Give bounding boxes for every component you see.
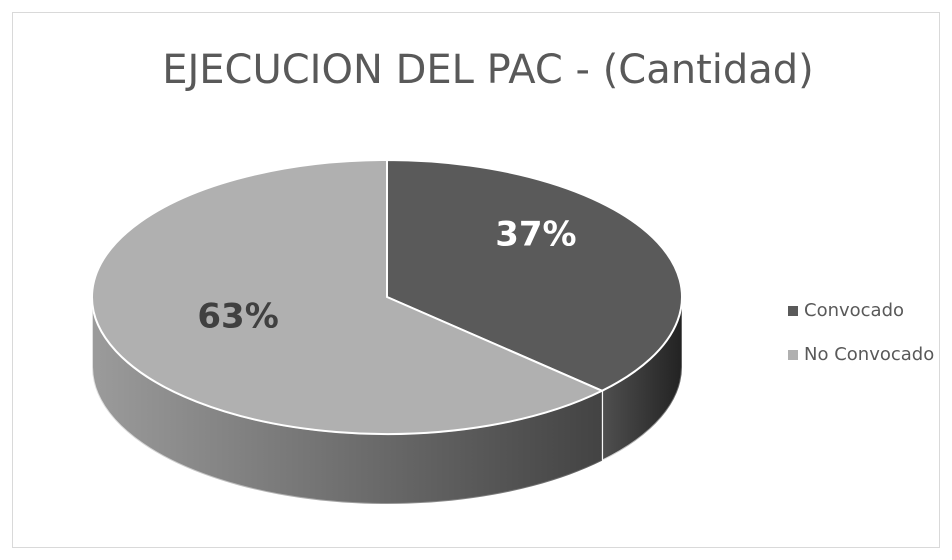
side-shade: [92, 297, 603, 504]
legend-swatch: [788, 306, 798, 316]
side-shade: [602, 297, 682, 461]
legend-label: Convocado: [804, 300, 904, 321]
legend-label: No Convocado: [804, 344, 934, 365]
chart-title: EJECUCION DEL PAC - (Cantidad): [162, 47, 814, 93]
data-label: 63%: [197, 296, 278, 336]
data-label: 37%: [495, 215, 576, 255]
legend-swatch: [788, 350, 798, 360]
slice: [91, 158, 605, 435]
slice: [386, 158, 683, 392]
